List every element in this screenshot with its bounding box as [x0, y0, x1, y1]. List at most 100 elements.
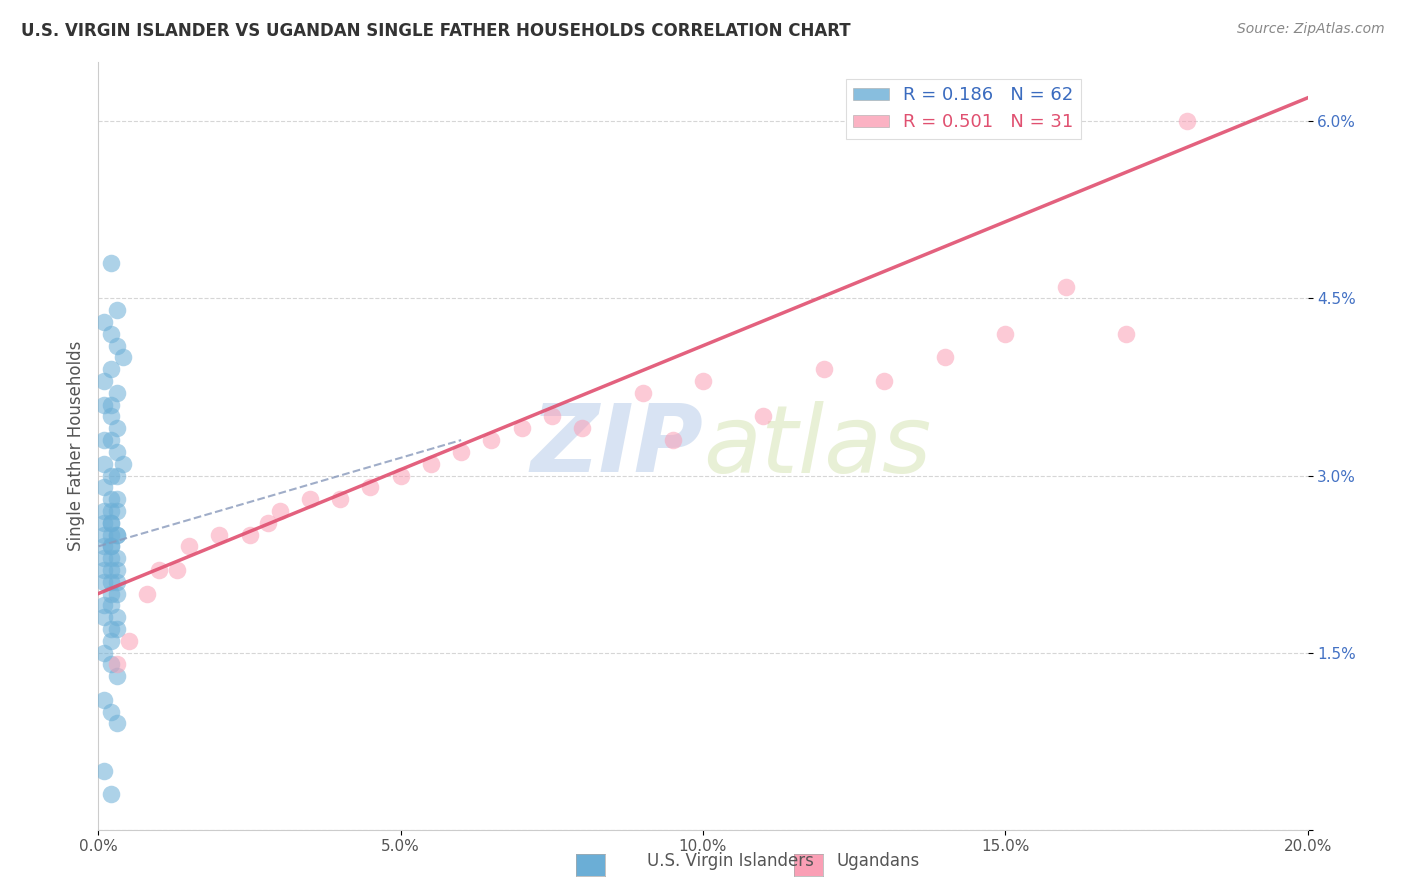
- Point: [692, 374, 714, 388]
- Point: [148, 563, 170, 577]
- Point: [93, 315, 115, 329]
- Point: [93, 610, 115, 624]
- Point: [100, 362, 122, 376]
- Point: [329, 492, 352, 507]
- Point: [239, 527, 262, 541]
- Point: [179, 539, 201, 553]
- Point: [1175, 114, 1198, 128]
- Point: [873, 374, 896, 388]
- Text: U.S. VIRGIN ISLANDER VS UGANDAN SINGLE FATHER HOUSEHOLDS CORRELATION CHART: U.S. VIRGIN ISLANDER VS UGANDAN SINGLE F…: [21, 22, 851, 40]
- Point: [100, 433, 122, 447]
- Point: [118, 633, 141, 648]
- Point: [100, 516, 122, 530]
- Point: [934, 351, 956, 365]
- Point: [100, 409, 122, 424]
- Point: [510, 421, 533, 435]
- Y-axis label: Single Father Households: Single Father Households: [66, 341, 84, 551]
- Point: [100, 574, 122, 589]
- Point: [93, 574, 115, 589]
- Point: [100, 586, 122, 600]
- Point: [105, 504, 128, 518]
- Point: [100, 657, 122, 672]
- Point: [93, 457, 115, 471]
- Point: [100, 787, 122, 801]
- Point: [256, 516, 278, 530]
- Point: [100, 622, 122, 636]
- Point: [105, 716, 128, 731]
- Point: [93, 692, 115, 706]
- Text: atlas: atlas: [703, 401, 931, 491]
- Text: ZIP: ZIP: [530, 400, 703, 492]
- Point: [105, 622, 128, 636]
- Point: [105, 586, 128, 600]
- Point: [105, 303, 128, 318]
- Point: [540, 409, 562, 424]
- Point: [111, 351, 134, 365]
- Point: [389, 468, 412, 483]
- Point: [105, 527, 128, 541]
- Point: [1115, 326, 1137, 341]
- Point: [100, 539, 122, 553]
- Point: [208, 527, 231, 541]
- Point: [105, 339, 128, 353]
- Point: [93, 504, 115, 518]
- Point: [100, 539, 122, 553]
- Point: [93, 516, 115, 530]
- Point: [571, 421, 593, 435]
- Point: [631, 385, 654, 400]
- Point: [481, 433, 503, 447]
- Point: [105, 574, 128, 589]
- Point: [813, 362, 835, 376]
- Text: Source: ZipAtlas.com: Source: ZipAtlas.com: [1237, 22, 1385, 37]
- Point: [93, 599, 115, 613]
- Legend: R = 0.186   N = 62, R = 0.501   N = 31: R = 0.186 N = 62, R = 0.501 N = 31: [845, 79, 1081, 138]
- Point: [93, 551, 115, 566]
- Point: [105, 657, 128, 672]
- Point: [269, 504, 291, 518]
- Point: [93, 433, 115, 447]
- Point: [93, 539, 115, 553]
- Point: [100, 527, 122, 541]
- Point: [994, 326, 1017, 341]
- Point: [105, 492, 128, 507]
- Point: [100, 551, 122, 566]
- Point: [105, 610, 128, 624]
- Point: [93, 527, 115, 541]
- Point: [100, 256, 122, 270]
- Point: [105, 551, 128, 566]
- Point: [93, 480, 115, 494]
- Text: Ugandans: Ugandans: [837, 852, 920, 870]
- Point: [420, 457, 443, 471]
- Point: [105, 385, 128, 400]
- Point: [100, 516, 122, 530]
- Point: [93, 764, 115, 778]
- Point: [105, 421, 128, 435]
- Point: [752, 409, 775, 424]
- Point: [166, 563, 188, 577]
- Point: [661, 433, 683, 447]
- Point: [135, 586, 157, 600]
- Point: [93, 563, 115, 577]
- Point: [105, 669, 128, 683]
- Point: [100, 468, 122, 483]
- Point: [93, 646, 115, 660]
- Point: [100, 599, 122, 613]
- Point: [299, 492, 322, 507]
- Point: [93, 374, 115, 388]
- Point: [100, 633, 122, 648]
- Point: [105, 445, 128, 459]
- Point: [105, 527, 128, 541]
- Point: [111, 457, 134, 471]
- Point: [100, 705, 122, 719]
- Point: [100, 504, 122, 518]
- Point: [100, 492, 122, 507]
- Point: [360, 480, 382, 494]
- Text: U.S. Virgin Islanders: U.S. Virgin Islanders: [647, 852, 814, 870]
- Point: [1054, 279, 1077, 293]
- Point: [93, 398, 115, 412]
- Point: [105, 468, 128, 483]
- Point: [100, 326, 122, 341]
- Point: [450, 445, 472, 459]
- Point: [105, 563, 128, 577]
- Point: [100, 563, 122, 577]
